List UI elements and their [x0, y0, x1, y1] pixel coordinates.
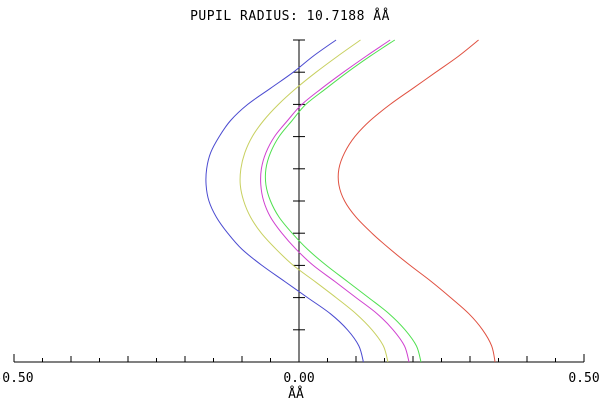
- series-layer: [205, 39, 496, 363]
- series-line-1: [205, 39, 364, 363]
- series-line-5: [337, 39, 496, 363]
- series-line-4: [264, 39, 422, 363]
- x-axis-label: ÅÅ: [288, 386, 304, 402]
- x-tick-label: 0.50: [568, 371, 599, 386]
- axes: -0.50 0.00 0.50: [0, 39, 600, 386]
- x-tick-label: 0.00: [283, 371, 314, 386]
- x-tick-label: -0.50: [0, 371, 34, 386]
- series-line-3: [260, 39, 410, 363]
- chart-title: PUPIL RADIUS: 10.7188 ÅÅ: [190, 8, 390, 24]
- series-line-2: [239, 39, 389, 363]
